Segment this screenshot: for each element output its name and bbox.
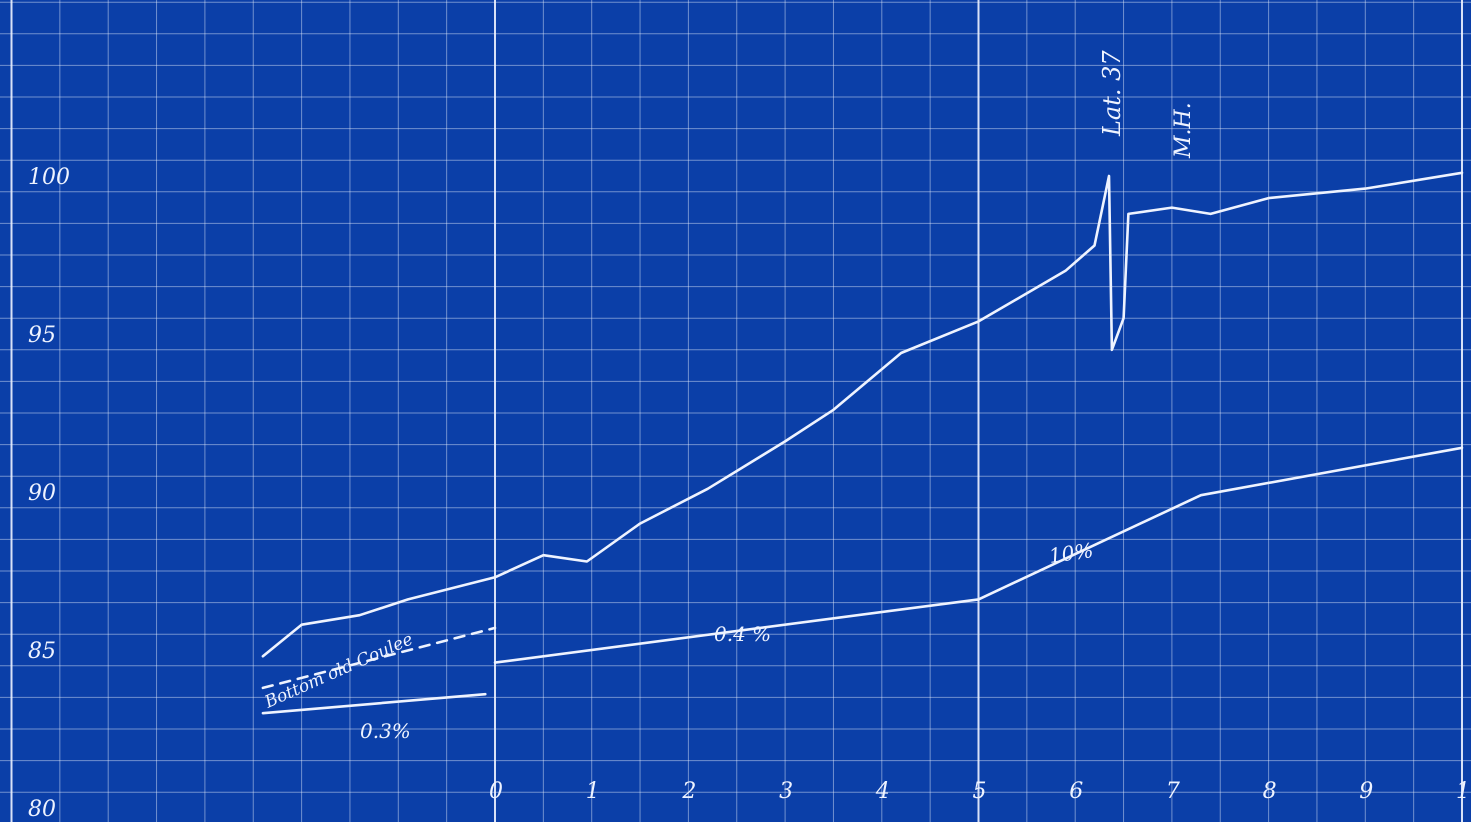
x-tick-label: 1	[586, 779, 600, 804]
coulee-bottom-dashed-line	[261, 626, 497, 690]
annotation-mh: M.H.	[1171, 102, 1196, 159]
x-tick-label: 7	[1166, 779, 1180, 804]
x-tick-label: 4	[875, 779, 890, 804]
series-line-3	[493, 446, 1464, 664]
y-tick-label: 100	[28, 165, 70, 190]
annotation-lat-37: Lat. 37	[1098, 50, 1126, 137]
x-tick-label: 10	[1456, 779, 1471, 804]
x-tick-label: 2	[681, 779, 696, 804]
annotation-grade-04: 0.4 %	[714, 622, 771, 646]
y-tick-label: 85	[28, 639, 56, 664]
x-tick-label: 5	[973, 779, 987, 804]
y-tick-label: 90	[28, 481, 56, 506]
y-tick-label: 95	[28, 323, 56, 348]
x-tick-label: 9	[1359, 779, 1373, 804]
major-grid	[10, 0, 1463, 822]
y-tick-labels: 80 85 90 95 100	[28, 165, 70, 822]
x-tick-labels: 0 1 2 3 4 5 6 7 8 9 10	[489, 779, 1471, 804]
x-tick-label: 8	[1263, 779, 1277, 804]
x-tick-label: 3	[779, 779, 793, 804]
annotation-grade-03: 0.3%	[360, 719, 411, 743]
x-tick-label: 0	[489, 779, 503, 804]
series-line-2	[261, 692, 487, 715]
y-tick-label: 80	[28, 797, 56, 822]
x-tick-label: 6	[1069, 779, 1083, 804]
series-layer	[261, 171, 1464, 715]
series-line-1	[261, 171, 1464, 658]
